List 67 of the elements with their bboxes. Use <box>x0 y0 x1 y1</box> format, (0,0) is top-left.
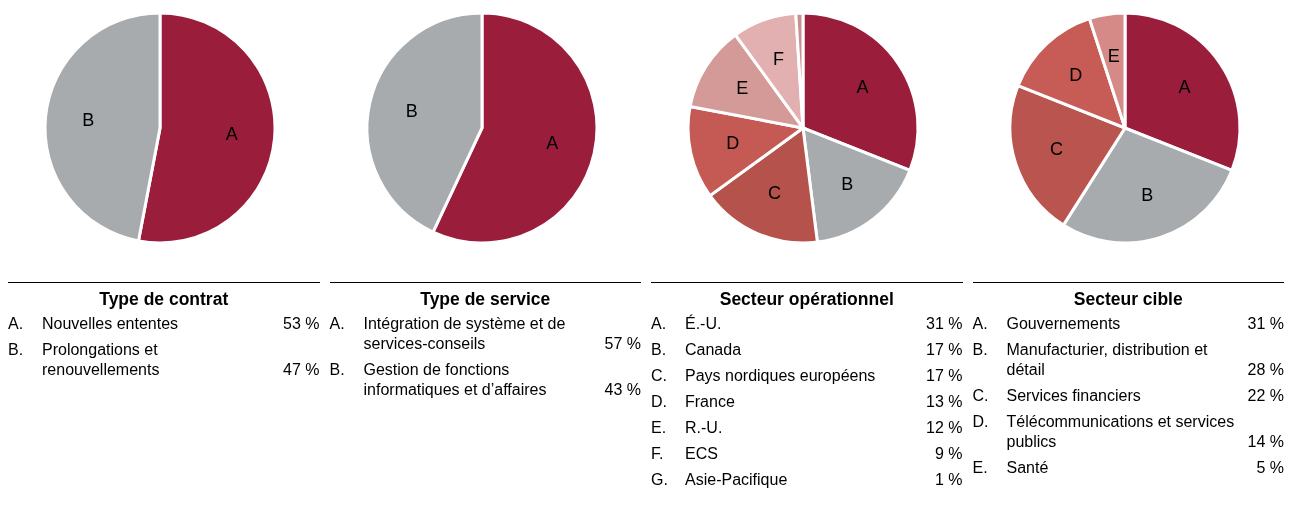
text: Prolongations et renouvellements <box>42 339 161 380</box>
text: 53 % <box>282 313 320 334</box>
text: E. <box>972 457 989 478</box>
slice-label: B <box>841 173 854 194</box>
text: Type de service <box>419 288 552 310</box>
text: Télécommunications et services publics <box>1006 411 1236 452</box>
slice-label: B <box>82 110 95 131</box>
text: C. <box>972 385 990 406</box>
text: Gestion de fonctions informatiques et d’affaires <box>363 359 548 400</box>
text: 1 % <box>933 469 963 490</box>
text: 31 % <box>1246 313 1284 334</box>
slice-label: C <box>767 183 781 204</box>
text: 17 % <box>925 339 963 360</box>
text: Gouvernements <box>1006 313 1122 334</box>
text: Type de contrat <box>98 288 230 310</box>
text: Secteur cible <box>1072 288 1184 310</box>
text: A. <box>972 313 989 334</box>
text: É.-U. <box>685 313 723 334</box>
text: 43 % <box>603 379 641 400</box>
slice-label: A <box>856 76 869 97</box>
slice-label: A <box>545 132 558 153</box>
slice-label: E <box>1107 45 1120 66</box>
text: 17 % <box>925 365 963 386</box>
text: 22 % <box>1246 385 1284 406</box>
slice-label: F <box>773 49 785 70</box>
text: B. <box>972 339 989 360</box>
text: Asie-Pacifique <box>685 469 789 490</box>
text: A. <box>651 313 668 334</box>
slice-label: D <box>1068 64 1082 85</box>
text: Pays nordiques européens <box>685 365 877 386</box>
text: 47 % <box>282 359 320 380</box>
text: 9 % <box>933 443 963 464</box>
slice-label: A <box>225 123 238 144</box>
text: ECS <box>685 443 719 464</box>
text: C. <box>651 365 668 386</box>
text: 57 % <box>603 333 641 354</box>
text: E. <box>651 417 668 438</box>
text: B. <box>8 339 25 360</box>
slice-label: B <box>1140 185 1153 206</box>
text: A. <box>329 313 346 334</box>
text: Services financiers <box>1006 385 1142 406</box>
text: Secteur opérationnel <box>718 288 895 310</box>
text: A. <box>8 313 25 334</box>
text: 5 % <box>1255 457 1284 478</box>
text: Santé <box>1006 457 1050 478</box>
text: Nouvelles ententes <box>42 313 180 334</box>
text: G. <box>651 469 669 490</box>
text: France <box>685 391 736 412</box>
text: Canada <box>685 339 743 360</box>
slice-label: E <box>736 78 749 99</box>
text: Intégration de système et de services-conseils <box>363 313 567 354</box>
text: 31 % <box>925 313 963 334</box>
text: B. <box>329 359 346 380</box>
text: R.-U. <box>685 417 724 438</box>
text: D. <box>651 391 668 412</box>
text: 13 % <box>925 391 963 412</box>
text: F. <box>651 443 665 464</box>
slice-label: C <box>1049 139 1063 160</box>
slice-label: B <box>405 101 418 122</box>
text: 14 % <box>1246 431 1284 452</box>
text: 28 % <box>1246 359 1284 380</box>
text: Manufacturier, distribution et détail <box>1006 339 1209 380</box>
text: B. <box>651 339 668 360</box>
text: 12 % <box>925 417 963 438</box>
text: D. <box>972 411 990 432</box>
slice-label: A <box>1178 76 1191 97</box>
slice-label: D <box>726 132 740 153</box>
